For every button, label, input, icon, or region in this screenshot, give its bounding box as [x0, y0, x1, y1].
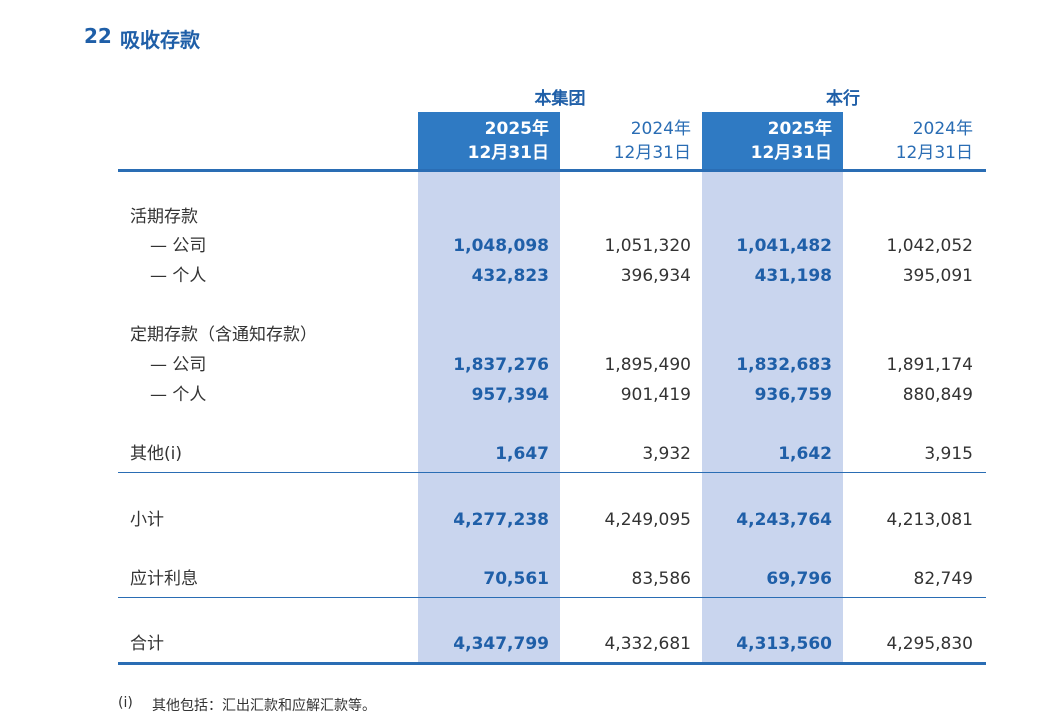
cell: 83,586: [631, 569, 691, 589]
section-number: 22: [84, 24, 112, 48]
cell: 4,313,560: [736, 634, 832, 654]
row-label: 应计利息: [130, 569, 198, 589]
cell: 3,915: [924, 444, 973, 464]
rule: [118, 662, 986, 665]
column-header: 12月31日: [467, 143, 549, 163]
cell: 4,243,764: [736, 510, 832, 530]
cell: 431,198: [754, 266, 832, 286]
cell: 4,332,681: [604, 634, 691, 654]
rule: [118, 472, 986, 473]
cell: 4,213,081: [886, 510, 973, 530]
column-header: 12月31日: [750, 143, 832, 163]
cell: 395,091: [902, 266, 973, 286]
cell: 396,934: [620, 266, 691, 286]
cell: 69,796: [766, 569, 832, 589]
column-header: 2024年: [630, 119, 691, 139]
column-header: 12月31日: [895, 143, 973, 163]
cell: 1,642: [778, 444, 832, 464]
cell: 432,823: [471, 266, 549, 286]
section-title: 吸收存款: [120, 28, 200, 52]
cell: 1,891,174: [886, 355, 973, 375]
cell: 936,759: [754, 385, 832, 405]
highlight: [418, 170, 560, 663]
cell: 1,042,052: [886, 236, 973, 256]
row-label: 其他(i): [130, 444, 182, 464]
row-label: 小计: [130, 510, 164, 530]
footnote-marker: (i): [118, 695, 133, 711]
column-header: 2025年: [767, 119, 832, 139]
cell: 4,295,830: [886, 634, 973, 654]
cell: 1,048,098: [453, 236, 549, 256]
cell: 901,419: [620, 385, 691, 405]
cell: 3,932: [642, 444, 691, 464]
rule: [118, 597, 986, 598]
header-cell: [702, 112, 843, 170]
row-label: 定期存款（含通知存款）: [130, 325, 317, 345]
cell: 1,832,683: [736, 355, 832, 375]
cell: 1,051,320: [604, 236, 691, 256]
cell: 880,849: [902, 385, 973, 405]
column-header: 12月31日: [613, 143, 691, 163]
cell: 957,394: [471, 385, 549, 405]
group-header: 本集团: [534, 89, 586, 109]
cell: 4,347,799: [453, 634, 549, 654]
group-header: 本行: [826, 89, 860, 109]
cell: 4,277,238: [453, 510, 549, 530]
column-header: 2024年: [912, 119, 973, 139]
row-label: 合计: [130, 634, 164, 654]
header-cell: [418, 112, 560, 170]
rule: [118, 169, 986, 172]
cell: 1,647: [495, 444, 549, 464]
cell: 1,041,482: [736, 236, 832, 256]
highlight: [702, 170, 843, 663]
footnote: 其他包括：汇出汇款和应解汇款等。: [152, 698, 376, 714]
row-label: 活期存款: [130, 207, 198, 227]
cell: 4,249,095: [604, 510, 691, 530]
row-label: — 个人: [150, 266, 207, 286]
cell: 1,837,276: [453, 355, 549, 375]
row-label: — 公司: [150, 355, 207, 375]
cell: 1,895,490: [604, 355, 691, 375]
row-label: — 个人: [150, 385, 207, 405]
cell: 70,561: [483, 569, 549, 589]
column-header: 2025年: [484, 119, 549, 139]
cell: 82,749: [913, 569, 973, 589]
row-label: — 公司: [150, 236, 207, 256]
